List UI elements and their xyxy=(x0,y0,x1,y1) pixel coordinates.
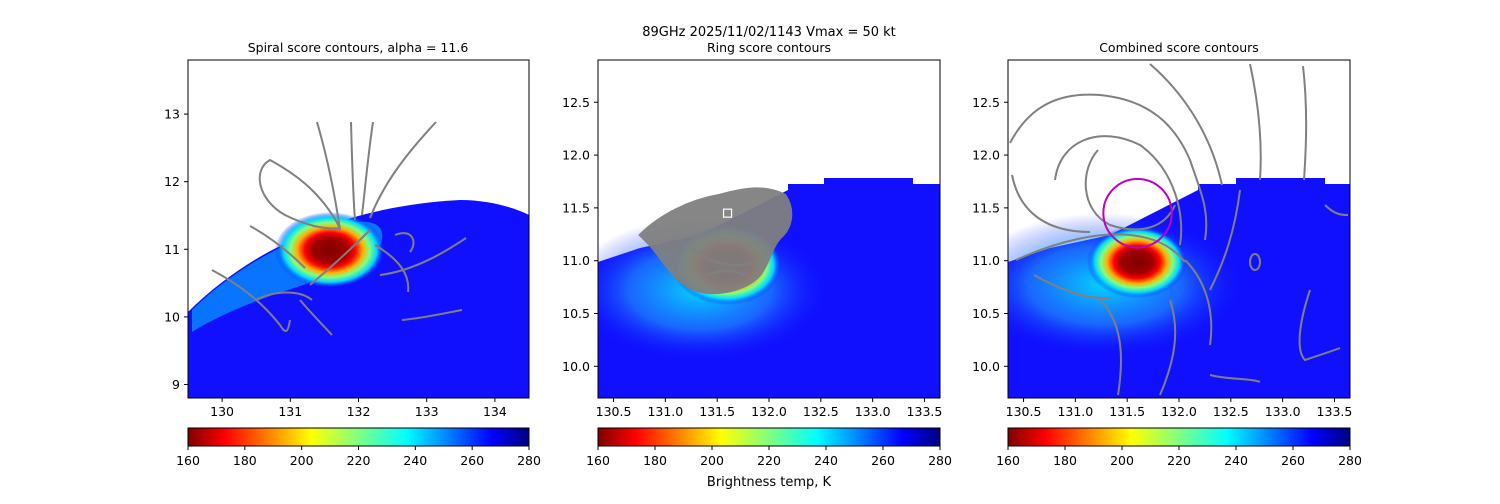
ring-score-contours xyxy=(638,187,793,295)
swath-background xyxy=(188,200,529,398)
panel-spiral: Spiral score contours, alpha = 11.6 xyxy=(164,40,541,468)
axis-ticks: 130.5 131.0 131.5 132.0 132.5 133.0 133.5 10.0 1… xyxy=(562,95,942,419)
colorbar-tick-label: 200 xyxy=(290,453,314,468)
colorbar-tick-label: 180 xyxy=(233,453,257,468)
x-tick-label: 131 xyxy=(278,404,302,419)
x-tick-label: 132.0 xyxy=(751,404,787,419)
colorbar-tick-label: 240 xyxy=(403,453,427,468)
y-tick-label: 13 xyxy=(164,107,180,122)
x-tick-label: 133 xyxy=(415,404,439,419)
x-tick-label: 134 xyxy=(483,404,507,419)
x-tick-label: 131.5 xyxy=(699,404,735,419)
x-tick-label: 133.0 xyxy=(1265,404,1301,419)
y-tick-label: 10.5 xyxy=(972,306,1000,321)
storm-circle xyxy=(1102,177,1173,249)
colorbar-tick-label: 200 xyxy=(1110,453,1134,468)
colorbar xyxy=(1007,427,1351,447)
colorbar-tick-label: 220 xyxy=(757,453,781,468)
y-tick-label: 11.0 xyxy=(562,253,590,268)
colorbar-tick-label: 260 xyxy=(871,453,895,468)
colorbar-tick-label: 280 xyxy=(1338,453,1362,468)
x-tick-label: 133.5 xyxy=(907,404,943,419)
colorbar-tick-label: 200 xyxy=(700,453,724,468)
colorbar-tick-label: 160 xyxy=(586,453,610,468)
x-tick-label: 132.0 xyxy=(1161,404,1197,419)
combined-score-contours xyxy=(1009,63,1349,396)
x-tick-label: 132.5 xyxy=(803,404,839,419)
colorbar-tick-label: 240 xyxy=(1224,453,1248,468)
colorbar-tick-label: 280 xyxy=(517,453,541,468)
colorbar-ticks: 160 180 200 220 240 260 280 xyxy=(176,446,541,468)
y-tick-label: 12.5 xyxy=(972,95,1000,110)
colorbar-tick-label: 180 xyxy=(643,453,667,468)
colorbar-tick-label: 160 xyxy=(996,453,1020,468)
y-tick-label: 12 xyxy=(164,174,180,189)
colorbar-ticks: 160 180 200 220 240 260 280 xyxy=(586,446,952,468)
y-tick-label: 10 xyxy=(164,309,180,324)
x-tick-label: 131.0 xyxy=(647,404,683,419)
x-tick-label: 131.5 xyxy=(1109,404,1145,419)
y-tick-label: 12.0 xyxy=(562,148,590,163)
colorbar xyxy=(187,427,530,447)
colorbar-tick-label: 280 xyxy=(928,453,952,468)
y-tick-label: 12.5 xyxy=(562,95,590,110)
x-tick-label: 133.0 xyxy=(855,404,891,419)
x-tick-label: 130.5 xyxy=(596,404,632,419)
x-tick-label: 131.0 xyxy=(1057,404,1093,419)
spiral-score-contours xyxy=(211,121,467,336)
colorbar xyxy=(597,427,941,447)
y-tick-label: 11.0 xyxy=(972,253,1000,268)
panel-combined: Combined score contours xyxy=(972,40,1362,468)
figure-suptitle: 89GHz 2025/11/02/1143 Vmax = 50 kt xyxy=(642,25,896,40)
y-tick-label: 11 xyxy=(164,242,180,257)
panel-title: Spiral score contours, alpha = 11.6 xyxy=(248,40,469,55)
colorbar-label: Brightness temp, K xyxy=(707,475,832,490)
colorbar-tick-label: 260 xyxy=(460,453,484,468)
colorbar-tick-label: 180 xyxy=(1053,453,1077,468)
colorbar-tick-label: 220 xyxy=(1167,453,1191,468)
colorbar-ticks: 160 180 200 220 240 260 280 xyxy=(996,446,1362,468)
x-tick-label: 132.5 xyxy=(1213,404,1249,419)
panel-title: Ring score contours xyxy=(707,40,831,55)
x-tick-label: 132 xyxy=(347,404,371,419)
center-marker xyxy=(1132,208,1143,218)
y-tick-label: 11.5 xyxy=(972,200,1000,215)
center-marker xyxy=(722,208,733,218)
y-tick-label: 10.5 xyxy=(562,306,590,321)
y-tick-label: 12.0 xyxy=(972,148,1000,163)
x-tick-label: 133.5 xyxy=(1317,404,1353,419)
colorbar-tick-label: 160 xyxy=(176,453,200,468)
axis-ticks: 130 131 132 133 134 9 10 11 12 13 xyxy=(164,107,507,419)
x-tick-label: 130 xyxy=(210,404,234,419)
y-tick-label: 10.0 xyxy=(562,359,590,374)
x-tick-label: 130.5 xyxy=(1006,404,1042,419)
colorbar-tick-label: 260 xyxy=(1281,453,1305,468)
y-tick-label: 10.0 xyxy=(972,359,1000,374)
y-tick-label: 9 xyxy=(172,377,180,392)
y-tick-label: 11.5 xyxy=(562,200,590,215)
cold-core xyxy=(275,212,385,288)
panel-ring: Ring score contours 130.5 131.0 131.5 132.0… xyxy=(562,40,952,468)
axis-ticks: 130.5 131.0 131.5 132.0 132.5 133.0 133.5 10.0 1… xyxy=(972,95,1352,419)
colorbar-tick-label: 220 xyxy=(347,453,371,468)
panel-title: Combined score contours xyxy=(1099,40,1259,55)
colorbar-tick-label: 240 xyxy=(814,453,838,468)
